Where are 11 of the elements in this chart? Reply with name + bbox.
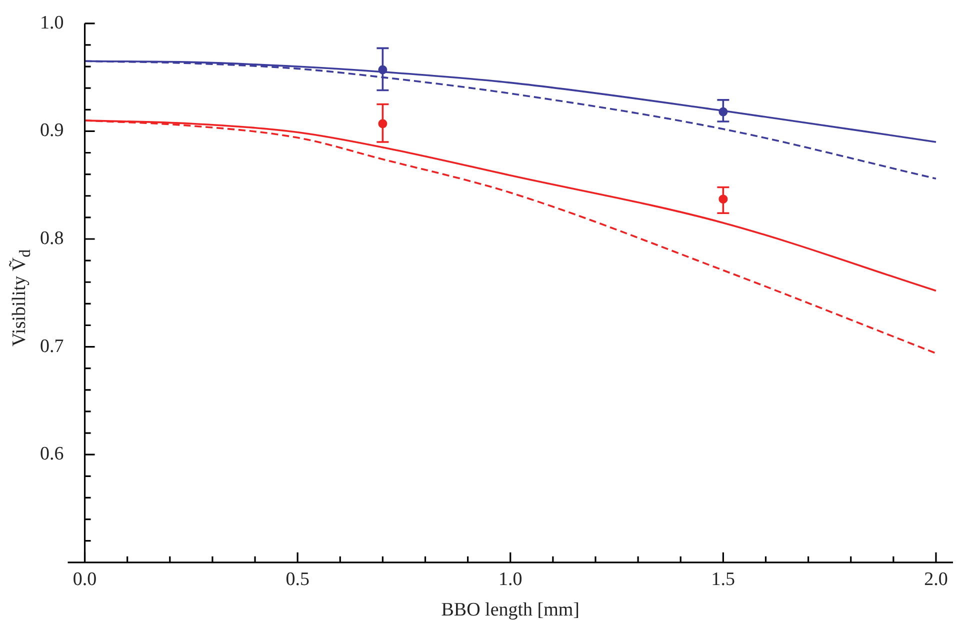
y-tick-label: 0.7 <box>40 336 64 357</box>
x-tick-label: 2.0 <box>924 568 948 590</box>
y-tick-label: 0.9 <box>40 120 64 142</box>
x-tick-label: 0.0 <box>72 568 97 590</box>
x-tick-label: 0.5 <box>286 568 310 590</box>
y-tick-label: 1.0 <box>40 12 64 34</box>
y-tick-label: 0.8 <box>40 228 64 249</box>
y-tick-label: 0.6 <box>40 444 64 465</box>
x-axis-title: BBO length [mm] <box>441 600 580 621</box>
x-tick-label: 1.0 <box>498 568 522 590</box>
x-tick-label: 1.5 <box>711 568 736 590</box>
